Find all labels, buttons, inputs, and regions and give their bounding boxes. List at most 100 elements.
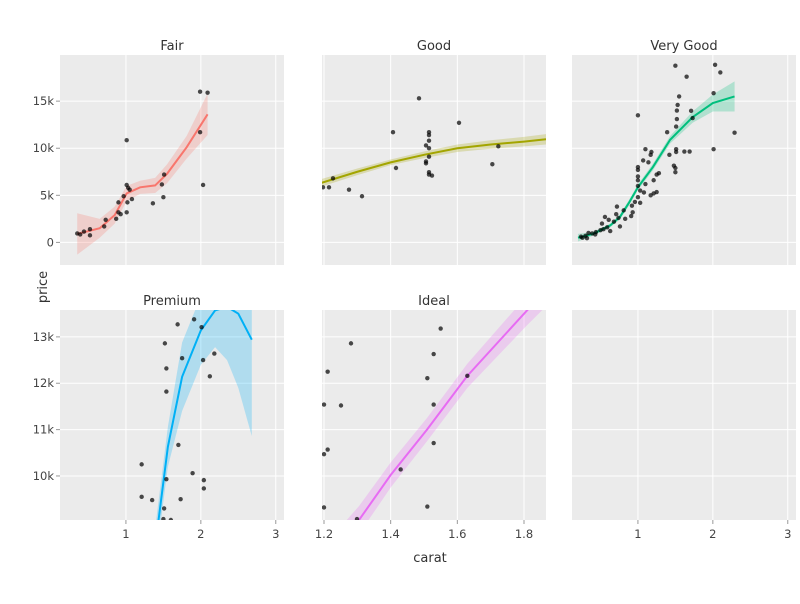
- data-point: [159, 182, 165, 187]
- data-point: [732, 130, 737, 135]
- data-point: [325, 447, 330, 452]
- facet-panel: Fair 0 5k 10k 15k: [33, 39, 284, 265]
- data-point: [317, 408, 321, 412]
- data-point: [608, 228, 613, 234]
- facet-title: Very Good: [650, 39, 717, 54]
- data-point: [630, 210, 635, 215]
- data-point: [632, 199, 638, 205]
- data-point: [490, 162, 495, 167]
- data-point: [168, 517, 174, 520]
- smooth-line: [157, 310, 253, 520]
- data-point: [149, 497, 155, 503]
- data-point: [606, 217, 611, 222]
- data-point: [718, 70, 723, 75]
- x-tick-label: 1: [122, 527, 129, 541]
- data-point: [712, 62, 718, 67]
- smooth-line: [322, 138, 546, 184]
- data-point: [614, 204, 620, 209]
- data-point: [190, 470, 195, 476]
- y-tick-label: 13k: [33, 330, 55, 344]
- panel-background: [60, 310, 284, 520]
- data-point: [116, 200, 121, 205]
- data-point: [179, 356, 185, 361]
- y-tick-label: 10k: [33, 141, 55, 155]
- data-point: [602, 214, 608, 220]
- data-point: [205, 90, 210, 95]
- data-point: [322, 185, 326, 190]
- data-point: [103, 217, 108, 222]
- data-point: [688, 108, 694, 114]
- data-point: [426, 138, 432, 143]
- data-point: [426, 154, 432, 159]
- panel-background: [572, 310, 796, 520]
- x-tick-label: 1.2: [315, 527, 333, 541]
- facet-title: Good: [417, 39, 451, 54]
- data-point: [599, 221, 605, 226]
- data-point: [601, 227, 606, 232]
- data-point: [673, 124, 679, 129]
- data-point: [162, 341, 168, 346]
- data-point: [431, 402, 436, 407]
- confidence-band: [322, 134, 546, 187]
- data-point: [425, 375, 430, 381]
- data-point: [129, 196, 135, 202]
- data-point: [164, 389, 169, 394]
- data-point: [667, 152, 672, 158]
- data-point: [164, 366, 169, 371]
- data-point: [643, 181, 648, 187]
- data-point: [197, 130, 203, 135]
- x-tick-label: 3: [272, 527, 279, 541]
- x-tick-label: 1.4: [382, 527, 400, 541]
- data-point: [674, 116, 680, 122]
- data-point: [125, 200, 130, 205]
- data-point: [139, 462, 144, 467]
- data-point: [651, 178, 656, 183]
- data-point: [326, 185, 332, 190]
- data-point: [664, 130, 670, 135]
- data-point: [640, 158, 646, 163]
- data-point: [113, 216, 119, 222]
- data-point: [346, 187, 352, 192]
- data-point: [207, 374, 213, 379]
- panel-background: [322, 310, 546, 520]
- data-point: [124, 138, 129, 143]
- facet-panel: Good: [322, 39, 546, 265]
- data-point: [584, 235, 590, 241]
- data-point: [398, 467, 403, 472]
- data-point: [617, 224, 623, 229]
- data-point: [118, 211, 123, 217]
- data-point: [423, 143, 429, 148]
- facet-panel: Premium 10k 11k 12k 13k 1 2 3: [33, 294, 284, 541]
- data-point: [431, 351, 436, 357]
- data-point: [191, 317, 197, 322]
- data-point: [635, 183, 641, 189]
- data-point: [124, 210, 129, 215]
- data-point: [438, 326, 443, 331]
- data-point: [164, 477, 169, 482]
- panel-background: [572, 55, 796, 265]
- data-point: [635, 178, 641, 183]
- y-tick-label: 15k: [33, 94, 55, 108]
- y-tick-label: 5k: [40, 188, 54, 202]
- data-point: [87, 227, 93, 232]
- data-point: [622, 216, 628, 222]
- data-point: [161, 172, 167, 177]
- data-point: [593, 232, 598, 237]
- data-point: [429, 173, 435, 178]
- data-point: [322, 505, 327, 510]
- data-point: [200, 182, 206, 188]
- data-point: [456, 120, 462, 126]
- data-point: [578, 234, 584, 239]
- data-point: [161, 194, 166, 200]
- data-point: [674, 108, 680, 113]
- data-point: [673, 165, 678, 171]
- data-point: [684, 74, 689, 79]
- data-point: [637, 200, 643, 206]
- y-tick-label: 0: [47, 235, 54, 249]
- data-point: [496, 144, 501, 149]
- data-point: [197, 89, 203, 94]
- data-point: [635, 113, 641, 118]
- plot-area: [322, 96, 546, 199]
- y-tick-label: 11k: [33, 423, 55, 437]
